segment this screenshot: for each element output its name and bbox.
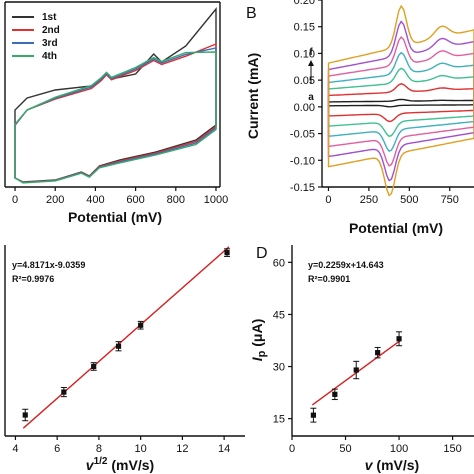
panel-c-x-ticks: 4 6 8 10 12 14	[12, 436, 230, 455]
panel-b-direction-arrow: f a	[308, 47, 314, 103]
panel-b-y-tick-label: 0.05	[294, 75, 315, 87]
panel-a-curve-3	[14, 47, 217, 184]
panel-a-curve-4	[14, 51, 217, 184]
panel-b-curve-6	[327, 20, 474, 182]
panel-d-points	[310, 331, 403, 423]
panel-d-y-tick-label: 15	[273, 414, 285, 426]
panel-d-label: D	[256, 245, 268, 262]
panel-c-point	[115, 343, 122, 349]
panel-c-equation: y=4.8171x-9.0359	[12, 260, 85, 270]
panel-b-curve-2	[327, 83, 474, 123]
panel-b-curve-4	[327, 51, 474, 152]
panel-a-legend-label: 3rd	[42, 38, 58, 49]
panel-a-legend: 1st 2nd 3rd 4th	[12, 12, 60, 62]
panel-b-y-tick-label: -0.10	[290, 155, 315, 167]
panel-c-x-unit: (mV/s)	[108, 457, 155, 473]
panel-d-x-tick-label: 150	[443, 443, 461, 455]
panel-b-curve-3	[327, 67, 474, 138]
panel-b-y-tick-label: 0.20	[294, 0, 315, 7]
panel-b-y-tick-label: -0.05	[290, 129, 315, 141]
panel-b-x-label: Potential (mV)	[349, 220, 443, 236]
panel-b-y-tick-label: 0.15	[294, 22, 315, 34]
panel-c-point	[22, 412, 28, 418]
panel-d-x-tick-label: 50	[339, 443, 351, 455]
panel-d-x-unit: (mV/s)	[373, 457, 420, 473]
panel-d-equation: y=0.2259x+14.643	[308, 260, 384, 270]
panel-a-curves	[14, 7, 217, 184]
panel-a-legend-label: 2nd	[42, 25, 60, 36]
panel-c-point	[224, 250, 230, 256]
panel-c-x-tick-label: 14	[218, 443, 230, 455]
panel-d-y-tick-label: 60	[273, 257, 285, 269]
panel-d-point	[353, 367, 359, 373]
panel-d-x-label: v (mV/s)	[365, 457, 419, 473]
panel-d-point	[332, 391, 338, 397]
panel-d-rate-fit: D 15 30 45 60 0 50 100 150 y=0.2259x+14.643 R²…	[249, 245, 474, 473]
panel-a-curve-2	[14, 42, 217, 184]
panel-d-y-ticks: 15 30 45 60	[273, 257, 292, 426]
panel-b-y-tick-label: 0.10	[294, 48, 315, 60]
panel-a-x-ticks: 0 200 400 600 800 1000	[12, 187, 228, 206]
panel-c-x-tick-label: 6	[54, 443, 60, 455]
panel-a-cv-cycles: 0 200 400 600 800 1000 1st 2nd 3rd 4th Potential…	[4, 1, 228, 225]
panel-b-y-ticks: 0.20 0.15 0.10 0.05 0.00 -0.05 -0.10 -0.15	[290, 0, 322, 194]
panel-b-label: B	[246, 5, 257, 22]
panel-a-x-tick-label: 200	[46, 194, 64, 206]
panel-c-x-tick-label: 10	[135, 443, 147, 455]
panel-d-r2: R²=0.9901	[308, 274, 350, 284]
panel-a-x-tick-label: 400	[86, 194, 104, 206]
panel-b-curve-5	[327, 36, 474, 167]
panel-c-x-tick-label: 12	[176, 443, 188, 455]
panel-b-y-tick-label: 0.00	[294, 102, 315, 114]
panel-b-curves	[327, 4, 474, 197]
panel-c-point	[91, 363, 97, 370]
panel-c-points	[22, 248, 231, 422]
panel-c-point	[61, 389, 67, 395]
panel-d-y-var: I	[249, 356, 265, 361]
panel-c-x-tick-label: 4	[12, 443, 18, 455]
panel-c-x-sup: 1/2	[94, 456, 108, 467]
panel-b-arrow-bottom-label: a	[308, 92, 314, 103]
panel-d-y-tick-label: 45	[273, 309, 285, 321]
panel-d-x-ticks: 0 50 100 150	[289, 436, 462, 455]
panel-d-y-sub: p	[256, 350, 268, 357]
panel-c-x-tick-label: 8	[96, 443, 102, 455]
panel-c-x-var: v	[86, 457, 95, 473]
panel-d-x-tick-label: 100	[390, 443, 408, 455]
panel-b-x-tick-label: 0	[325, 194, 331, 206]
panel-a-x-tick-label: 600	[126, 194, 144, 206]
panel-b-y-tick-label: -0.15	[290, 182, 315, 194]
panel-d-x-tick-label: 0	[289, 443, 295, 455]
panel-c-sqrt-rate-fit: 4 6 8 10 12 14 y=4.8171x-9.0359 R²=0.9976 v1/…	[4, 245, 245, 473]
panel-c-x-label: v1/2 (mV/s)	[86, 456, 154, 473]
panel-b-rate-cvs: B 0.20 0.15 0.10 0.05 0.00 -0.05 -0.10 -0.15 0 2…	[245, 0, 474, 236]
panel-d-x-var: v	[365, 457, 374, 473]
panel-d-point	[310, 412, 317, 418]
panel-c-fit-line	[22, 246, 230, 429]
panel-a-legend-label: 4th	[42, 51, 57, 62]
panel-d-point	[375, 350, 381, 356]
panel-b-x-ticks: 0 250 500 750	[325, 187, 459, 206]
panel-b-curve-7	[327, 4, 474, 197]
panel-b-curve-1	[327, 98, 474, 108]
panel-c-r2: R²=0.9976	[12, 274, 54, 284]
panel-a-x-tick-label: 800	[167, 194, 185, 206]
panel-a-x-tick-label: 1000	[204, 194, 228, 206]
panel-d-y-tick-label: 30	[273, 362, 285, 374]
panel-d-y-unit: (μA)	[249, 319, 265, 351]
panel-b-x-tick-label: 500	[400, 194, 418, 206]
panel-b-y-label: Current (mA)	[245, 53, 261, 139]
panel-a-x-tick-label: 0	[12, 194, 18, 206]
panel-b-arrow-top-label: f	[309, 47, 313, 58]
panel-a-x-label: Potential (mV)	[68, 209, 162, 225]
panel-c-point	[138, 322, 144, 328]
panel-a-legend-label: 1st	[42, 12, 57, 23]
panel-b-x-tick-label: 750	[441, 194, 459, 206]
panel-d-y-label: Ip (μA)	[249, 319, 268, 362]
panel-d-point	[396, 336, 402, 342]
panel-b-x-tick-label: 250	[360, 194, 378, 206]
